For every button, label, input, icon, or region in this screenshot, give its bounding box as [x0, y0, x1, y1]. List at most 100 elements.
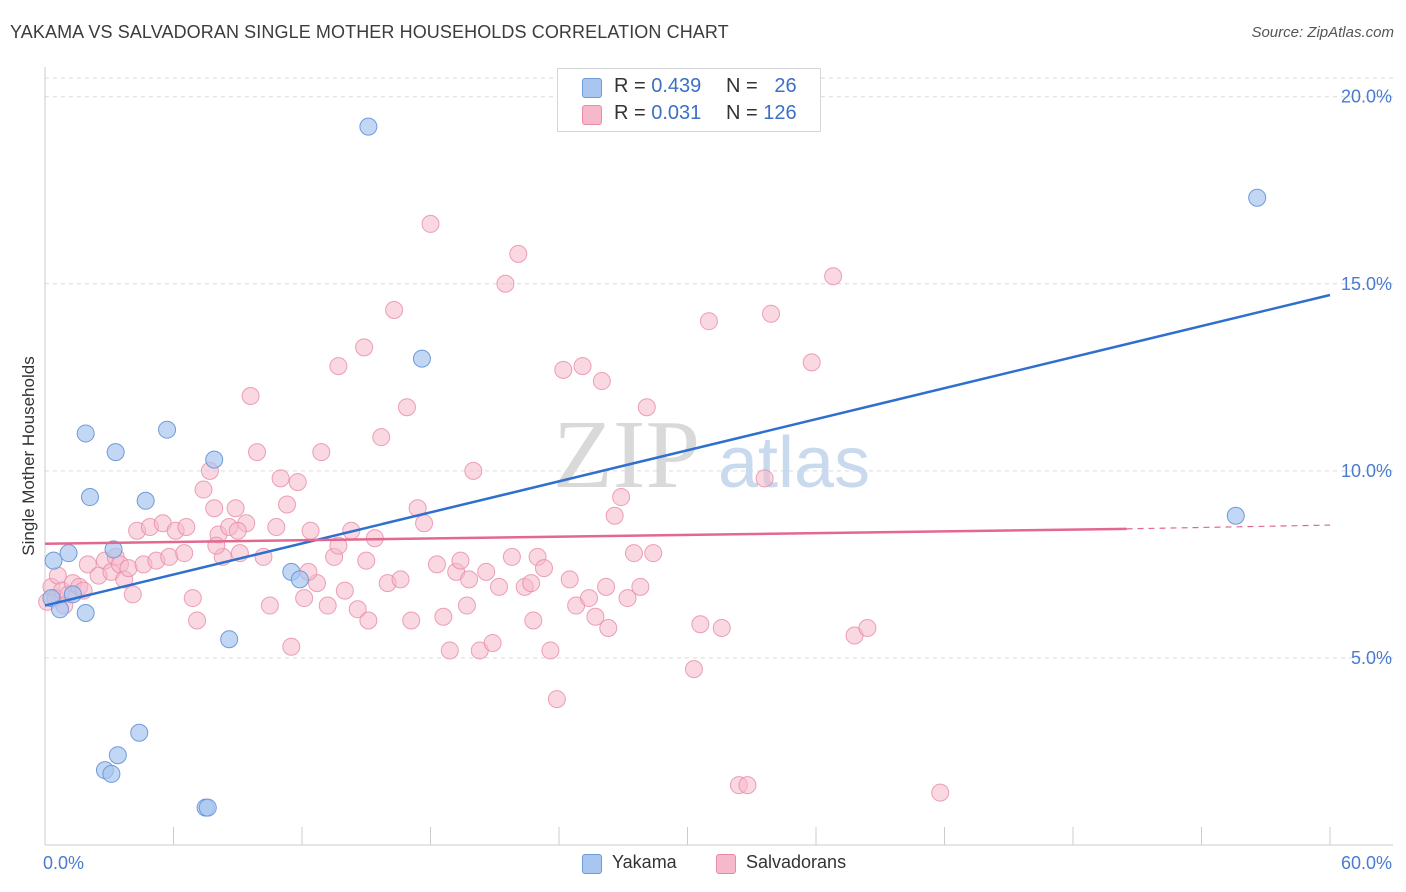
- salvadorans-point: [372, 428, 391, 447]
- salvadorans-point: [573, 357, 592, 376]
- y-tick-label: 5.0%: [1351, 648, 1392, 668]
- grid-lines: [45, 77, 1393, 659]
- salvadorans-point: [631, 577, 650, 596]
- r-value-salvadorans: 0.031: [651, 102, 702, 124]
- salvadorans-point: [586, 607, 605, 626]
- salvadorans-point: [397, 398, 416, 417]
- salvadorans-point: [348, 600, 367, 619]
- yakama-swatch: [582, 78, 602, 98]
- salvadorans-point: [457, 596, 476, 615]
- r-label: R =: [614, 102, 646, 124]
- salvadorans-point: [48, 566, 67, 585]
- n-label: N =: [726, 102, 758, 124]
- x-tick-label-min: 0.0%: [43, 853, 84, 873]
- yakama-point: [290, 570, 309, 589]
- salvadorans-point: [597, 577, 616, 596]
- yakama-point: [102, 764, 121, 783]
- salvadorans-point: [560, 570, 579, 589]
- n-value-salvadorans: 126: [763, 102, 797, 124]
- yakama-point: [136, 491, 155, 510]
- salvadorans-point: [228, 521, 247, 540]
- salvadorans-point: [440, 641, 459, 660]
- salvadorans-point: [175, 544, 194, 563]
- salvadorans-points: [38, 214, 950, 802]
- salvadorans-point: [535, 559, 554, 578]
- salvadorans-point: [502, 547, 521, 566]
- salvadorans-point: [271, 469, 290, 488]
- yakama-point: [106, 443, 125, 462]
- n-label: N =: [726, 75, 758, 97]
- salvadorans-point: [624, 544, 643, 563]
- salvadorans-point: [312, 443, 331, 462]
- legend-label-salvadorans: Salvadorans: [746, 852, 847, 872]
- salvadorans-point: [522, 574, 541, 593]
- r-label: R =: [614, 75, 646, 97]
- salvadorans-point: [824, 267, 843, 286]
- yakama-point: [220, 630, 239, 649]
- yakama-point: [76, 424, 95, 443]
- salvadorans-point: [762, 304, 781, 323]
- salvadorans-point: [205, 499, 224, 518]
- salvadorans-point: [415, 514, 434, 533]
- yakama-trend-line: [44, 293, 1331, 607]
- salvadorans-point: [248, 443, 267, 462]
- salvadorans-point: [427, 555, 446, 574]
- yakama-point: [205, 450, 224, 469]
- salvadorans-point: [541, 641, 560, 660]
- salvadorans-point: [605, 506, 624, 525]
- yakama-point: [80, 488, 99, 507]
- salvadorans-point: [858, 618, 877, 637]
- salvadorans-point: [434, 607, 453, 626]
- salvadorans-point: [483, 633, 502, 652]
- yakama-points: [42, 117, 1267, 817]
- yakama-point: [59, 544, 78, 563]
- yakama-legend-swatch: [582, 854, 602, 874]
- salvadorans-point: [451, 551, 470, 570]
- y-tick-label: 15.0%: [1341, 274, 1392, 294]
- salvadorans-point: [402, 611, 421, 630]
- salvadorans-point: [755, 469, 774, 488]
- salvadorans-point: [359, 611, 378, 630]
- salvadorans-point: [490, 577, 509, 596]
- salvadorans-point: [547, 690, 566, 709]
- salvadorans-trend-line: [44, 527, 1127, 546]
- salvadorans-legend-swatch: [716, 854, 736, 874]
- salvadorans-point: [357, 551, 376, 570]
- salvadorans-point: [691, 615, 710, 634]
- watermark-atlas: atlas: [718, 423, 870, 503]
- salvadorans-point: [226, 499, 245, 518]
- yakama-point: [104, 540, 123, 559]
- salvadorans-point: [738, 776, 757, 795]
- yakama-point: [1226, 506, 1245, 525]
- salvadorans-point: [177, 517, 196, 536]
- salvadorans-point: [509, 244, 528, 263]
- salvadorans-point: [278, 495, 297, 514]
- salvadorans-swatch: [582, 105, 602, 125]
- salvadorans-point: [684, 660, 703, 679]
- salvadorans-point: [524, 611, 543, 630]
- r-value-yakama: 0.439: [651, 75, 702, 97]
- salvadorans-point: [579, 589, 598, 608]
- salvadorans-point: [612, 488, 631, 507]
- salvadorans-point: [460, 570, 479, 589]
- yakama-point: [44, 551, 63, 570]
- salvadorans-point: [699, 312, 718, 331]
- yakama-point: [412, 349, 431, 368]
- salvadorans-point: [207, 536, 226, 555]
- salvadorans-point: [119, 559, 138, 578]
- salvadorans-point: [618, 589, 637, 608]
- salvadorans-point: [288, 473, 307, 492]
- salvadorans-point: [267, 517, 286, 536]
- salvadorans-point: [644, 544, 663, 563]
- trend-lines: [44, 293, 1331, 607]
- axes: [44, 67, 1393, 846]
- salvadorans-point: [329, 536, 348, 555]
- salvadorans-point: [477, 562, 496, 581]
- salvadorans-point: [712, 618, 731, 637]
- salvadorans-point: [295, 589, 314, 608]
- salvadorans-trend-extension: [1126, 524, 1331, 530]
- salvadorans-point: [188, 611, 207, 630]
- y-tick-label: 20.0%: [1341, 87, 1392, 107]
- yakama-point: [76, 604, 95, 623]
